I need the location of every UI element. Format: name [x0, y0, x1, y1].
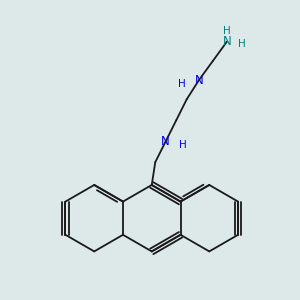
Text: H: H [178, 79, 186, 89]
Text: N: N [161, 135, 170, 148]
Text: N: N [195, 74, 203, 87]
Text: H: H [238, 39, 245, 50]
Text: H: H [223, 26, 231, 36]
Text: H: H [178, 140, 186, 151]
Text: N: N [223, 35, 231, 48]
